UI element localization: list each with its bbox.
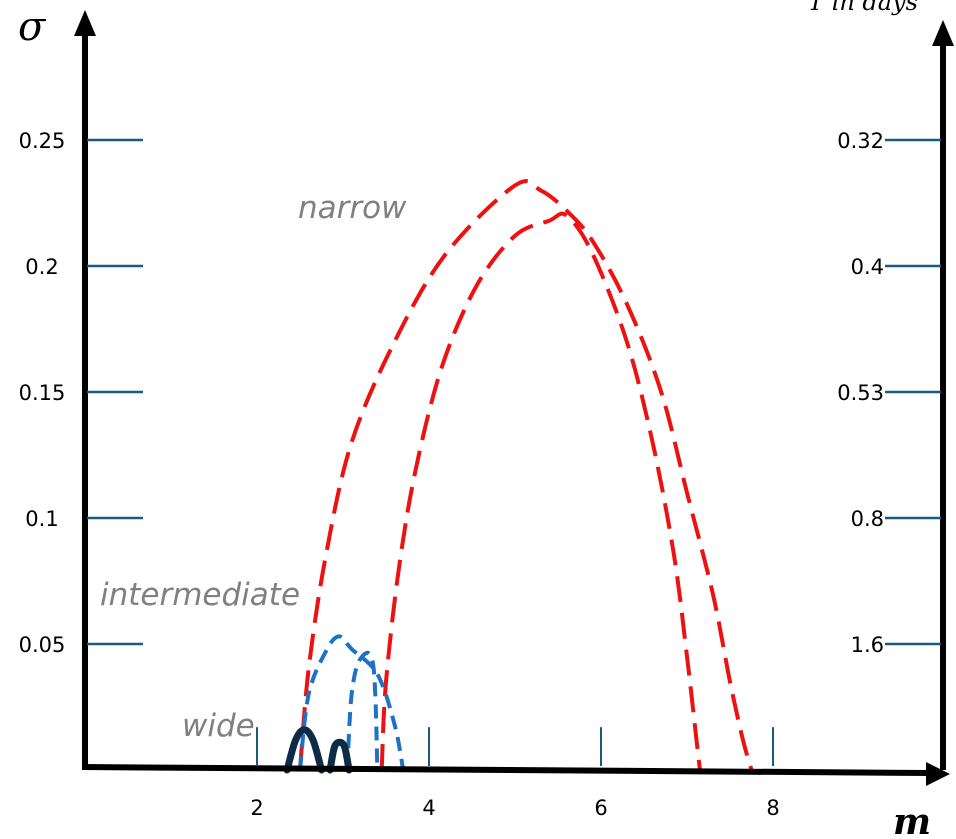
y-tick-label: 0.15 [19,381,66,405]
y-tick-label: 0.2 [25,255,58,279]
intermediate-outer-curve [298,634,406,771]
narrow-annotation: narrow [298,190,407,226]
y2-axis-arrow-icon [932,20,954,46]
x-tick-label: 6 [594,796,607,820]
narrow-inner-curve [379,211,702,771]
y2-tick-label: 0.32 [837,129,884,153]
y2-tick-label: 0.8 [851,507,884,531]
x-axis-title: m [893,801,931,839]
narrow-outer-curve [298,179,754,771]
y-tick-label: 0.1 [25,507,58,531]
y-axis-title: σ [18,4,47,50]
regions-layer [283,179,754,774]
intermediate-annotation: intermediate [100,577,300,613]
y2-axis-title: T in days [808,0,918,16]
y-tick-label: 0.05 [19,633,66,657]
intermediate-inner-curve [345,650,380,771]
x-tick-label: 8 [766,796,779,820]
y2-tick-label: 0.53 [837,381,884,405]
wide-annotation: wide [182,708,255,744]
x-axis-arrow-icon [926,762,950,786]
x-axis-line [81,764,931,776]
axes [74,10,954,786]
ticks-layer: 2 4 6 8 0.05 0.1 0.15 0.2 0.25 1.6 0.8 0.53 0.4 0.32 [19,129,941,820]
wide-loop-2-curve [326,738,353,774]
x-tick-label: 2 [250,796,263,820]
y2-tick-label: 0.4 [851,255,884,279]
wide-loop-1-curve [283,726,325,774]
x-tick-label: 4 [422,796,435,820]
y-axis-arrow-icon [74,10,96,36]
y-tick-label: 0.25 [19,129,66,153]
y2-tick-label: 1.6 [851,633,884,657]
